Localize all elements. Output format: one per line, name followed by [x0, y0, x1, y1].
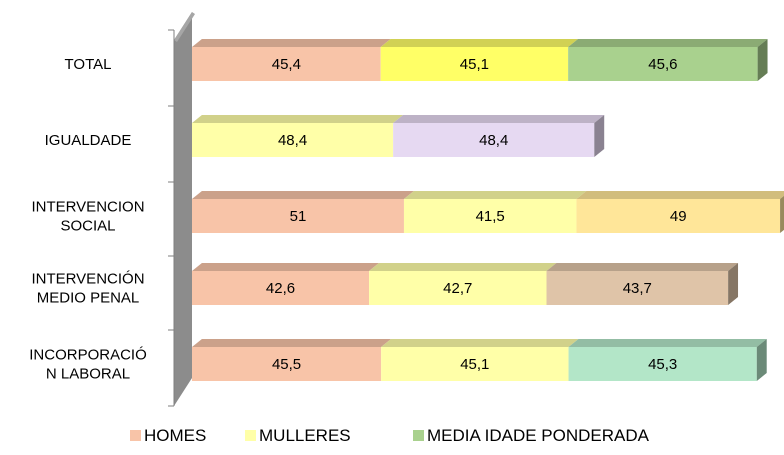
bar-segment-top — [546, 263, 739, 271]
bar-segment-face — [192, 347, 382, 381]
category-labels: TOTAL IGUALDADE INTERVENCION SOCIAL INTERVEN… — [29, 56, 147, 383]
data-label: 49 — [670, 208, 687, 225]
legend-label: MEDIA IDADE PONDERADA — [427, 426, 650, 445]
bar-segment-top — [192, 39, 391, 47]
bar-segment-top — [568, 339, 767, 347]
bar-segment-face — [369, 271, 547, 305]
bar-segment-face — [568, 347, 757, 381]
bar-segment-top — [380, 39, 579, 47]
legend-label: MULLERES — [259, 426, 351, 445]
category-label: IGUALDADE — [45, 132, 132, 149]
bar-segment: 43,7 — [546, 263, 739, 305]
bar-segment: 45,1 — [381, 339, 579, 381]
bar-segment-face — [576, 199, 781, 233]
data-label: 43,7 — [623, 280, 652, 297]
bar-segment: 51 — [192, 191, 414, 233]
bar-segment-face — [192, 47, 381, 81]
bar-segment-top — [568, 39, 768, 47]
bar-segment: 49 — [576, 191, 784, 233]
bar-segment-side — [728, 263, 739, 305]
bar-segment-side — [780, 195, 784, 233]
bar-segment-face — [192, 123, 394, 157]
bar-segment-face — [546, 271, 729, 305]
category-label: INTERVENCIÓN MEDIO PENAL — [31, 271, 144, 307]
bar-segment-top — [576, 191, 784, 199]
legend-label: HOMES — [144, 426, 206, 445]
data-label: 51 — [290, 208, 307, 225]
legend-item: MULLERES — [245, 426, 351, 445]
bar-segment-top — [393, 115, 605, 123]
bar-segment-face — [568, 47, 758, 81]
bar-segment-side — [757, 39, 768, 81]
data-label: 48,4 — [278, 132, 307, 149]
data-label: 42,7 — [443, 280, 472, 297]
data-label: 41,5 — [476, 208, 505, 225]
bar-segment: 45,3 — [568, 339, 767, 381]
bar-segment-side — [594, 115, 605, 157]
bar-segment-face — [192, 199, 404, 233]
legend-swatch — [130, 430, 141, 441]
bar-segment: 48,4 — [192, 115, 404, 157]
bar-segment-top — [369, 263, 557, 271]
data-label: 45,4 — [272, 56, 301, 73]
category-label: INTERVENCION SOCIAL — [31, 199, 144, 235]
axis-wall-face — [174, 12, 192, 406]
bar-segment: 45,6 — [568, 39, 768, 81]
category-label: INCORPORACIÓ N LABORAL — [29, 347, 147, 383]
axis-wall — [168, 12, 195, 407]
bar-segment-top — [403, 191, 587, 199]
bar-segment-top — [192, 191, 414, 199]
legend-swatch — [245, 430, 256, 441]
data-label: 45,3 — [648, 356, 677, 373]
bar-segment-face — [380, 47, 569, 81]
category-label: TOTAL — [65, 56, 112, 73]
bar-segment-face — [403, 199, 577, 233]
legend: HOMES MULLERES MEDIA IDADE PONDERADA — [130, 426, 650, 445]
legend-swatch — [413, 430, 424, 441]
axis-wall-top — [174, 12, 195, 42]
bar-segment: 45,4 — [192, 39, 391, 81]
bar-segment-face — [381, 347, 569, 381]
bar-segment: 41,5 — [403, 191, 587, 233]
bar-segment-face — [192, 271, 370, 305]
data-label: 45,5 — [272, 356, 301, 373]
bar-segment-face — [393, 123, 595, 157]
data-label: 45,6 — [648, 56, 677, 73]
legend-item: MEDIA IDADE PONDERADA — [413, 426, 650, 445]
data-label: 45,1 — [460, 356, 489, 373]
bar-segment-top — [192, 115, 404, 123]
bar-segment: 42,6 — [192, 263, 379, 305]
bars-group: 45,4 45,1 45,6 48,4 48,4 51 41,5 49 42,6 42,7 43,7… — [192, 39, 784, 381]
bar-segment-top — [381, 339, 579, 347]
bar-segment: 45,1 — [380, 39, 579, 81]
data-label: 42,6 — [266, 280, 295, 297]
bar-segment-side — [756, 339, 767, 381]
bar-segment: 48,4 — [393, 115, 605, 157]
legend-item: HOMES — [130, 426, 206, 445]
bar-segment-top — [192, 263, 379, 271]
bar-segment: 45,5 — [192, 339, 391, 381]
bar-segment-top — [192, 339, 391, 347]
data-label: 45,1 — [460, 56, 489, 73]
data-label: 48,4 — [479, 132, 508, 149]
bar-segment: 42,7 — [369, 263, 557, 305]
